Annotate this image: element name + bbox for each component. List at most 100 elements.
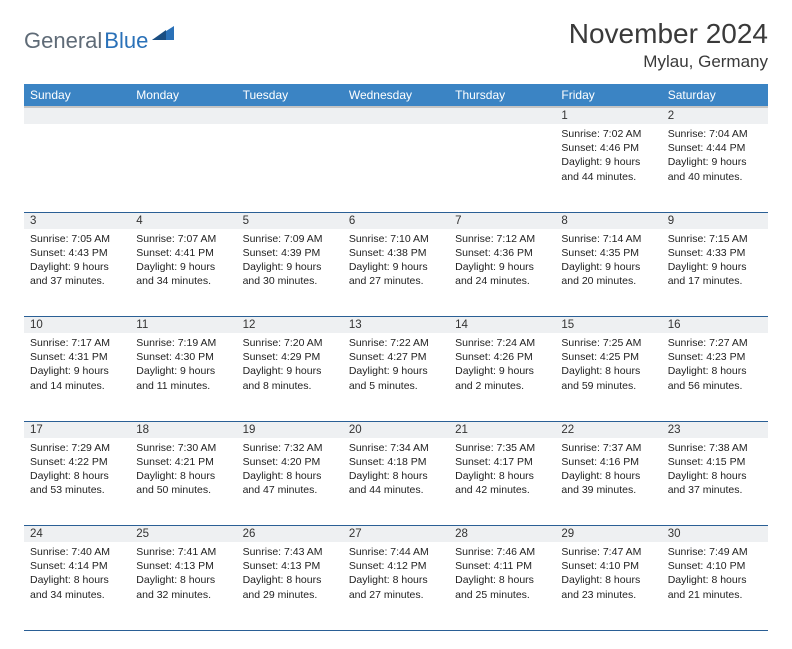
weekday-header: Tuesday	[237, 84, 343, 107]
day-number: 4	[130, 212, 236, 229]
day-cell: Sunrise: 7:20 AMSunset: 4:29 PMDaylight:…	[237, 333, 343, 421]
day-details: Sunrise: 7:14 AMSunset: 4:35 PMDaylight:…	[555, 229, 661, 295]
day-cell	[237, 124, 343, 212]
daylight-text: and 21 minutes.	[668, 588, 762, 602]
day-body-row: Sunrise: 7:17 AMSunset: 4:31 PMDaylight:…	[24, 333, 768, 421]
daylight-text: Daylight: 8 hours	[349, 573, 443, 587]
daylight-text: and 37 minutes.	[30, 274, 124, 288]
sunset-text: Sunset: 4:18 PM	[349, 455, 443, 469]
weekday-header: Saturday	[662, 84, 768, 107]
daylight-text: and 17 minutes.	[668, 274, 762, 288]
sunset-text: Sunset: 4:25 PM	[561, 350, 655, 364]
sunrise-text: Sunrise: 7:47 AM	[561, 545, 655, 559]
day-cell: Sunrise: 7:40 AMSunset: 4:14 PMDaylight:…	[24, 542, 130, 630]
daylight-text: and 23 minutes.	[561, 588, 655, 602]
day-cell: Sunrise: 7:15 AMSunset: 4:33 PMDaylight:…	[662, 229, 768, 317]
day-details: Sunrise: 7:43 AMSunset: 4:13 PMDaylight:…	[237, 542, 343, 608]
sunrise-text: Sunrise: 7:04 AM	[668, 127, 762, 141]
daylight-text: Daylight: 8 hours	[136, 573, 230, 587]
day-number: 22	[555, 421, 661, 438]
daylight-text: Daylight: 9 hours	[30, 364, 124, 378]
sunrise-text: Sunrise: 7:05 AM	[30, 232, 124, 246]
day-number	[130, 107, 236, 124]
sunset-text: Sunset: 4:23 PM	[668, 350, 762, 364]
day-details: Sunrise: 7:34 AMSunset: 4:18 PMDaylight:…	[343, 438, 449, 504]
day-cell: Sunrise: 7:32 AMSunset: 4:20 PMDaylight:…	[237, 438, 343, 526]
day-body-row: Sunrise: 7:29 AMSunset: 4:22 PMDaylight:…	[24, 438, 768, 526]
day-number: 7	[449, 212, 555, 229]
daylight-text: Daylight: 8 hours	[561, 573, 655, 587]
sunrise-text: Sunrise: 7:37 AM	[561, 441, 655, 455]
day-cell: Sunrise: 7:38 AMSunset: 4:15 PMDaylight:…	[662, 438, 768, 526]
daylight-text: and 34 minutes.	[30, 588, 124, 602]
sunrise-text: Sunrise: 7:44 AM	[349, 545, 443, 559]
daylight-text: and 25 minutes.	[455, 588, 549, 602]
day-details: Sunrise: 7:24 AMSunset: 4:26 PMDaylight:…	[449, 333, 555, 399]
day-cell: Sunrise: 7:30 AMSunset: 4:21 PMDaylight:…	[130, 438, 236, 526]
sunset-text: Sunset: 4:27 PM	[349, 350, 443, 364]
sunset-text: Sunset: 4:44 PM	[668, 141, 762, 155]
sunset-text: Sunset: 4:41 PM	[136, 246, 230, 260]
sunrise-text: Sunrise: 7:24 AM	[455, 336, 549, 350]
day-cell: Sunrise: 7:37 AMSunset: 4:16 PMDaylight:…	[555, 438, 661, 526]
sunset-text: Sunset: 4:13 PM	[243, 559, 337, 573]
day-cell: Sunrise: 7:10 AMSunset: 4:38 PMDaylight:…	[343, 229, 449, 317]
location: Mylau, Germany	[569, 52, 768, 72]
logo-text-general: General	[24, 28, 102, 54]
day-details: Sunrise: 7:44 AMSunset: 4:12 PMDaylight:…	[343, 542, 449, 608]
sunrise-text: Sunrise: 7:38 AM	[668, 441, 762, 455]
day-cell	[343, 124, 449, 212]
day-number	[449, 107, 555, 124]
daylight-text: and 56 minutes.	[668, 379, 762, 393]
day-details: Sunrise: 7:12 AMSunset: 4:36 PMDaylight:…	[449, 229, 555, 295]
daylight-text: and 37 minutes.	[668, 483, 762, 497]
day-number: 19	[237, 421, 343, 438]
daylight-text: and 8 minutes.	[243, 379, 337, 393]
day-cell: Sunrise: 7:12 AMSunset: 4:36 PMDaylight:…	[449, 229, 555, 317]
daylight-text: Daylight: 9 hours	[561, 260, 655, 274]
day-details: Sunrise: 7:30 AMSunset: 4:21 PMDaylight:…	[130, 438, 236, 504]
day-cell: Sunrise: 7:17 AMSunset: 4:31 PMDaylight:…	[24, 333, 130, 421]
day-details: Sunrise: 7:37 AMSunset: 4:16 PMDaylight:…	[555, 438, 661, 504]
sunset-text: Sunset: 4:16 PM	[561, 455, 655, 469]
daylight-text: Daylight: 8 hours	[243, 573, 337, 587]
sunset-text: Sunset: 4:10 PM	[668, 559, 762, 573]
sunset-text: Sunset: 4:38 PM	[349, 246, 443, 260]
day-details: Sunrise: 7:19 AMSunset: 4:30 PMDaylight:…	[130, 333, 236, 399]
sunset-text: Sunset: 4:39 PM	[243, 246, 337, 260]
day-cell: Sunrise: 7:44 AMSunset: 4:12 PMDaylight:…	[343, 542, 449, 630]
weekday-header: Monday	[130, 84, 236, 107]
day-details: Sunrise: 7:46 AMSunset: 4:11 PMDaylight:…	[449, 542, 555, 608]
day-number: 14	[449, 317, 555, 334]
daylight-text: Daylight: 9 hours	[243, 364, 337, 378]
daylight-text: Daylight: 8 hours	[30, 573, 124, 587]
day-cell: Sunrise: 7:09 AMSunset: 4:39 PMDaylight:…	[237, 229, 343, 317]
sunrise-text: Sunrise: 7:29 AM	[30, 441, 124, 455]
daylight-text: and 20 minutes.	[561, 274, 655, 288]
day-details: Sunrise: 7:07 AMSunset: 4:41 PMDaylight:…	[130, 229, 236, 295]
sunset-text: Sunset: 4:22 PM	[30, 455, 124, 469]
daylight-text: and 44 minutes.	[561, 170, 655, 184]
day-number-row: 24252627282930	[24, 526, 768, 543]
day-cell: Sunrise: 7:46 AMSunset: 4:11 PMDaylight:…	[449, 542, 555, 630]
day-number: 17	[24, 421, 130, 438]
day-cell: Sunrise: 7:25 AMSunset: 4:25 PMDaylight:…	[555, 333, 661, 421]
day-details: Sunrise: 7:32 AMSunset: 4:20 PMDaylight:…	[237, 438, 343, 504]
day-number: 18	[130, 421, 236, 438]
sunrise-text: Sunrise: 7:46 AM	[455, 545, 549, 559]
daylight-text: Daylight: 8 hours	[668, 573, 762, 587]
sunrise-text: Sunrise: 7:49 AM	[668, 545, 762, 559]
day-cell: Sunrise: 7:41 AMSunset: 4:13 PMDaylight:…	[130, 542, 236, 630]
sunrise-text: Sunrise: 7:20 AM	[243, 336, 337, 350]
logo: GeneralBlue	[24, 24, 174, 57]
day-cell: Sunrise: 7:35 AMSunset: 4:17 PMDaylight:…	[449, 438, 555, 526]
day-details: Sunrise: 7:10 AMSunset: 4:38 PMDaylight:…	[343, 229, 449, 295]
day-number: 10	[24, 317, 130, 334]
day-cell: Sunrise: 7:05 AMSunset: 4:43 PMDaylight:…	[24, 229, 130, 317]
calendar-table: Sunday Monday Tuesday Wednesday Thursday…	[24, 84, 768, 631]
daylight-text: and 27 minutes.	[349, 274, 443, 288]
sunrise-text: Sunrise: 7:32 AM	[243, 441, 337, 455]
daylight-text: Daylight: 8 hours	[455, 573, 549, 587]
daylight-text: and 47 minutes.	[243, 483, 337, 497]
sunset-text: Sunset: 4:13 PM	[136, 559, 230, 573]
